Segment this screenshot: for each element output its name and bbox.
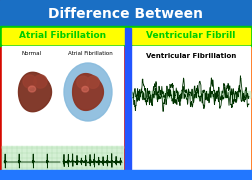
Ellipse shape xyxy=(64,63,112,121)
Polygon shape xyxy=(82,86,88,92)
Text: Atrial Fibrillation: Atrial Fibrillation xyxy=(19,31,107,40)
Polygon shape xyxy=(73,74,103,110)
Text: Normal: Normal xyxy=(22,51,42,56)
Text: Difference Between: Difference Between xyxy=(48,7,204,21)
Text: Ventricular Fibrill: Ventricular Fibrill xyxy=(146,31,236,40)
Bar xyxy=(0,170,252,180)
Bar xyxy=(132,93,250,98)
Text: Ventricular Fibrillation: Ventricular Fibrillation xyxy=(146,53,236,59)
Bar xyxy=(128,26,252,46)
Polygon shape xyxy=(28,86,36,92)
Bar xyxy=(0,0,252,28)
Bar xyxy=(130,28,250,44)
Polygon shape xyxy=(23,75,36,88)
Bar xyxy=(132,91,250,97)
Text: Atrial Fibrillation: Atrial Fibrillation xyxy=(68,51,112,56)
Polygon shape xyxy=(34,75,47,88)
Bar xyxy=(0,0,128,180)
Bar xyxy=(2,146,123,178)
Bar xyxy=(128,0,252,180)
Bar xyxy=(0,0,128,180)
Bar xyxy=(0,26,128,46)
Polygon shape xyxy=(87,76,99,88)
Polygon shape xyxy=(77,76,89,88)
Bar xyxy=(2,46,123,148)
Bar xyxy=(132,46,250,178)
Bar xyxy=(125,28,131,180)
Polygon shape xyxy=(18,72,51,112)
Bar xyxy=(2,28,124,44)
